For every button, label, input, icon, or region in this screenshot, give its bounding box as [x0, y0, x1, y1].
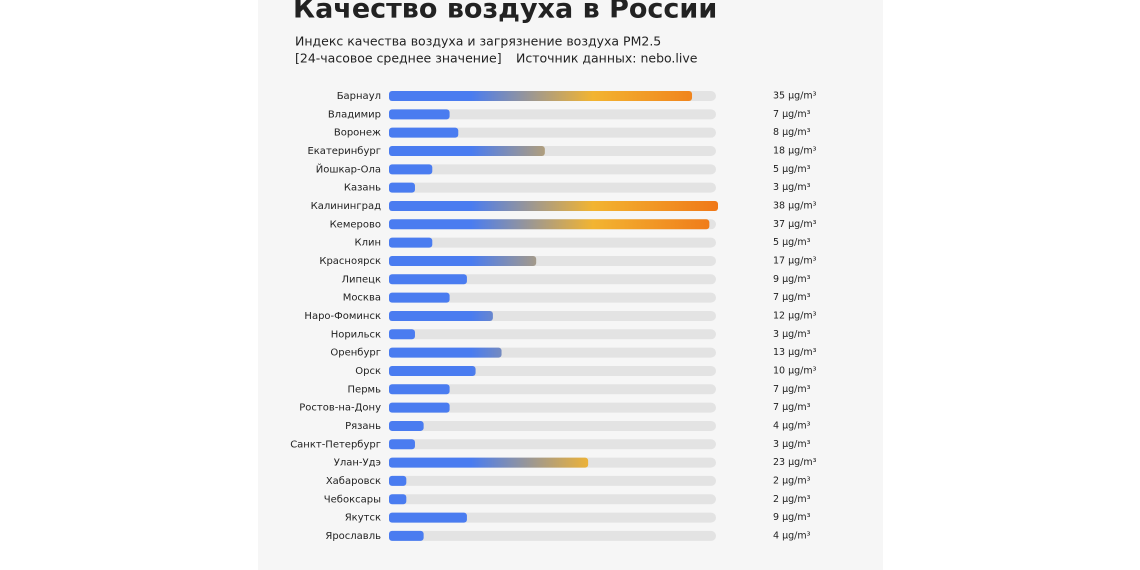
- bar: [389, 182, 415, 193]
- bar: [389, 384, 450, 395]
- value-label: 18 µg/m³: [773, 145, 817, 156]
- category-label: Екатеринбург: [307, 146, 381, 157]
- bar: [389, 402, 450, 413]
- track: [389, 512, 716, 523]
- bar: [389, 475, 407, 486]
- value-label: 7 µg/m³: [773, 109, 811, 120]
- category-label: Якутск: [345, 513, 381, 524]
- bar: [389, 310, 493, 321]
- track: [389, 292, 716, 303]
- bar: [389, 164, 433, 175]
- track: [389, 109, 716, 120]
- bar: [389, 365, 476, 376]
- value-label: 4 µg/m³: [773, 530, 811, 541]
- value-label: 13 µg/m³: [773, 347, 817, 358]
- category-label: Кемерово: [330, 219, 381, 230]
- note: [24-часовое среднее значение]: [295, 51, 502, 66]
- track: [389, 237, 716, 248]
- value-label: 7 µg/m³: [773, 384, 811, 395]
- category-label: Санкт-Петербург: [290, 439, 381, 450]
- bar: [389, 457, 589, 468]
- bar: [389, 494, 407, 505]
- category-label: Норильск: [331, 329, 381, 340]
- track: [389, 274, 716, 285]
- category-label: Пермь: [348, 384, 382, 395]
- subtitle: Индекс качества воздуха и загрязнение во…: [295, 34, 661, 49]
- value-label: 8 µg/m³: [773, 127, 811, 138]
- value-label: 7 µg/m³: [773, 292, 811, 303]
- category-label: Ярославль: [325, 531, 381, 542]
- track: [389, 402, 716, 413]
- category-label: Казань: [344, 183, 381, 194]
- bar: [389, 145, 545, 156]
- category-label: Ростов-на-Дону: [299, 403, 381, 414]
- category-label: Рязань: [345, 421, 381, 432]
- value-label: 4 µg/m³: [773, 420, 811, 431]
- bar: [389, 329, 415, 340]
- category-label: Красноярск: [319, 256, 381, 267]
- category-label: Хабаровск: [326, 476, 381, 487]
- track: [389, 439, 716, 450]
- source[interactable]: Источник данных: nebo.live: [516, 51, 698, 66]
- value-label: 37 µg/m³: [773, 219, 817, 230]
- track: [389, 384, 716, 395]
- category-label: Чебоксары: [324, 494, 381, 505]
- bar: [389, 274, 467, 285]
- track: [389, 127, 716, 138]
- bar: [389, 439, 415, 450]
- bar: [389, 127, 459, 138]
- bar: [389, 292, 450, 303]
- value-label: 3 µg/m³: [773, 182, 811, 193]
- track: [389, 329, 716, 340]
- category-label: Наро-Фоминск: [304, 311, 381, 322]
- value-label: 3 µg/m³: [773, 439, 811, 450]
- category-label: Йошкар-Ола: [316, 162, 381, 175]
- bar: [389, 237, 433, 248]
- value-label: 9 µg/m³: [773, 512, 811, 523]
- track: [389, 475, 716, 486]
- value-label: 35 µg/m³: [773, 91, 817, 102]
- category-label: Владимир: [328, 109, 381, 120]
- category-label: Клин: [354, 238, 381, 249]
- value-label: 5 µg/m³: [773, 237, 811, 248]
- track: [389, 494, 716, 505]
- bar: [389, 420, 424, 431]
- bar: [389, 347, 502, 358]
- value-label: 17 µg/m³: [773, 255, 817, 266]
- bar: [389, 91, 693, 101]
- value-label: 9 µg/m³: [773, 274, 811, 285]
- category-label: Москва: [343, 293, 381, 304]
- value-label: 2 µg/m³: [773, 475, 811, 486]
- category-label: Липецк: [341, 274, 381, 285]
- category-label: Калининград: [311, 201, 381, 212]
- category-label: Воронеж: [334, 128, 381, 139]
- bar: [389, 530, 424, 541]
- bar: [389, 219, 710, 230]
- value-label: 38 µg/m³: [773, 200, 817, 211]
- bar: [389, 109, 450, 120]
- bar: [389, 255, 537, 266]
- value-label: 2 µg/m³: [773, 494, 811, 505]
- category-label: Барнаул: [337, 91, 381, 102]
- value-label: 7 µg/m³: [773, 402, 811, 413]
- chart-title: Качество воздуха в России: [293, 0, 717, 25]
- track: [389, 182, 716, 193]
- value-label: 5 µg/m³: [773, 164, 811, 175]
- value-label: 10 µg/m³: [773, 365, 817, 376]
- value-label: 23 µg/m³: [773, 457, 817, 468]
- bar: [389, 512, 467, 523]
- track: [389, 530, 716, 541]
- category-label: Орск: [355, 366, 381, 377]
- value-label: 12 µg/m³: [773, 310, 817, 321]
- track: [389, 164, 716, 175]
- bar: [389, 200, 718, 211]
- category-label: Оренбург: [330, 348, 381, 359]
- track: [389, 420, 716, 431]
- value-label: 3 µg/m³: [773, 329, 811, 340]
- category-label: Улан-Удэ: [334, 458, 381, 469]
